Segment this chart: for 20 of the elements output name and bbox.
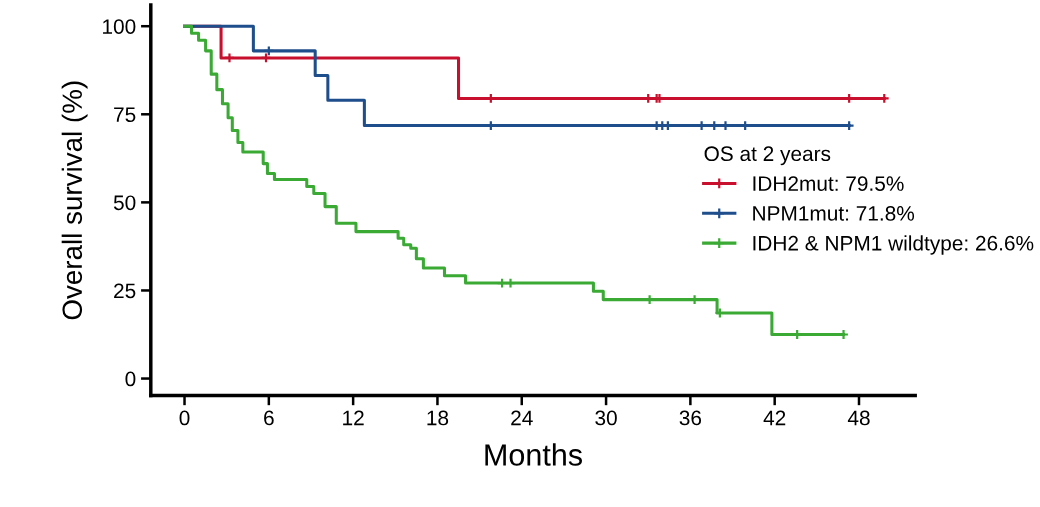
x-tick-label: 0 (179, 410, 190, 426)
x-tick-label: 30 (595, 410, 617, 426)
x-axis-title: Months (485, 443, 582, 466)
y-tick-label: 25 (114, 283, 136, 299)
y-tick-label: 75 (114, 107, 136, 123)
legend-label: IDH2 & NPM1 wildtype: 26.6% (753, 235, 1034, 255)
x-tick-label: 42 (763, 410, 786, 426)
x-tick-label: 36 (679, 410, 702, 426)
legend-title: OS at 2 years (704, 146, 831, 166)
y-tick-label: 50 (113, 195, 136, 211)
y-tick-label: 0 (125, 371, 136, 387)
x-tick-label: 6 (264, 410, 274, 426)
x-tick-label: 24 (511, 410, 533, 426)
legend-label: NPM1mut: 71.8% (753, 206, 915, 221)
y-axis-title: Overall survival (%) (61, 81, 88, 320)
x-tick-label: 12 (343, 410, 364, 426)
x-tick-label: 18 (427, 410, 449, 426)
x-tick-label: 48 (847, 410, 870, 426)
y-tick-label: 100 (103, 19, 136, 34)
legend-label: IDH2mut: 79.5% (753, 176, 904, 191)
